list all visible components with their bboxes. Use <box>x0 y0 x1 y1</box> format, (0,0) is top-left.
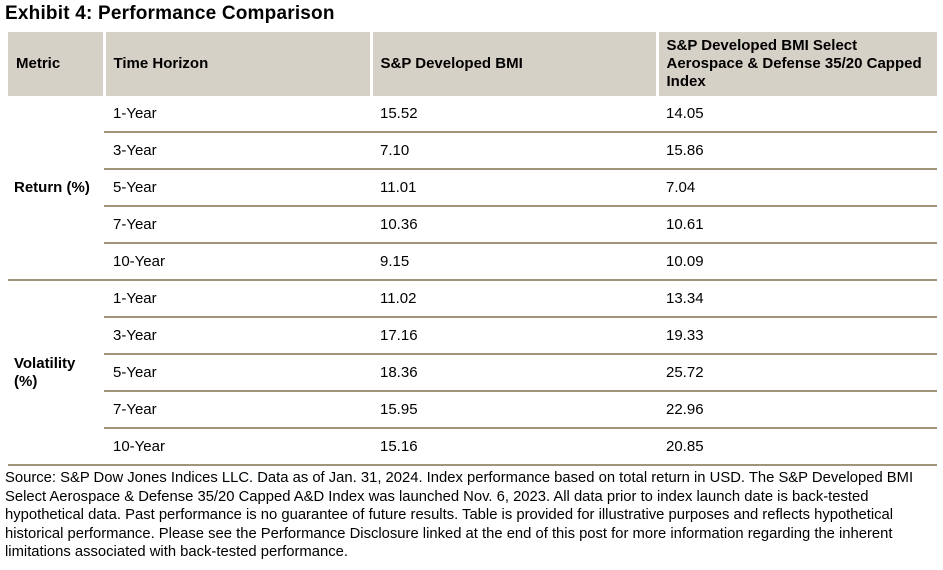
metric-cell-return: Return (%) <box>8 96 104 281</box>
footnote-line: and reflects hypothetical historical per… <box>5 507 894 542</box>
horizon-cell: 5-Year <box>104 169 371 207</box>
horizon-cell: 7-Year <box>104 206 371 244</box>
metric-cell-volatility: Volatility (%) <box>8 280 104 466</box>
table-row: 5-Year 11.01 7.04 <box>8 169 937 207</box>
select-value-cell: 10.09 <box>657 243 937 281</box>
bmi-value-cell: 15.95 <box>371 391 657 429</box>
horizon-cell: 3-Year <box>104 317 371 355</box>
table-row: Return (%) 1-Year 15.52 14.05 <box>8 96 937 281</box>
select-value-cell: 20.85 <box>657 428 937 466</box>
bmi-value-cell: 11.02 <box>371 280 657 318</box>
header-row: Metric Time Horizon S&P Developed BMI S&… <box>8 32 937 96</box>
select-value-cell: 25.72 <box>657 354 937 392</box>
source-footnote: Source: S&P Dow Jones Indices LLC. Data … <box>5 469 939 562</box>
bmi-value-cell: 11.01 <box>371 169 657 207</box>
bmi-value-cell: 10.36 <box>371 206 657 244</box>
select-value-cell: 13.34 <box>657 280 937 318</box>
horizon-cell: 10-Year <box>104 243 371 281</box>
exhibit-title: Exhibit 4: Performance Comparison <box>5 3 335 24</box>
footnote-line: Source: S&P Dow Jones Indices LLC. Data … <box>5 470 808 486</box>
select-value-cell: 10.61 <box>657 206 937 244</box>
header-metric: Metric <box>8 32 104 96</box>
bmi-value-cell: 15.16 <box>371 428 657 466</box>
horizon-cell: 1-Year <box>104 280 371 318</box>
footnote-line: information regarding the inherent limit… <box>5 525 893 561</box>
table-row: 3-Year 17.16 19.33 <box>8 317 937 355</box>
bmi-value-cell: 18.36 <box>371 354 657 392</box>
header-sp-select-index: S&P Developed BMI Select Aerospace & Def… <box>655 32 937 96</box>
bmi-value-cell: 15.52 <box>371 96 657 133</box>
footnote-line: Developed BMI Select Aerospace & Defense… <box>5 470 914 505</box>
performance-table: Metric Time Horizon S&P Developed BMI S&… <box>8 32 937 466</box>
footnote-line: date is back-tested hypothetical data. P… <box>5 488 869 524</box>
horizon-cell: 5-Year <box>104 354 371 392</box>
horizon-cell: 7-Year <box>104 391 371 429</box>
bmi-value-cell: 9.15 <box>371 243 657 281</box>
horizon-cell: 1-Year <box>104 96 371 133</box>
table-row: 7-Year 15.95 22.96 <box>8 391 937 429</box>
select-value-cell: 22.96 <box>657 391 937 429</box>
horizon-cell: 10-Year <box>104 428 371 466</box>
bmi-value-cell: 17.16 <box>371 317 657 355</box>
table-row: 10-Year 15.16 20.85 <box>8 428 937 466</box>
bmi-value-cell: 7.10 <box>371 132 657 170</box>
select-value-cell: 14.05 <box>657 96 937 133</box>
table-row: 10-Year 9.15 10.09 <box>8 243 937 281</box>
horizon-cell: 3-Year <box>104 132 371 170</box>
select-value-cell: 19.33 <box>657 317 937 355</box>
header-time-horizon: Time Horizon <box>102 32 371 96</box>
table-row: Volatility (%) 1-Year 11.02 13.34 <box>8 280 937 466</box>
select-value-cell: 7.04 <box>657 169 937 207</box>
select-value-cell: 15.86 <box>657 132 937 170</box>
header-sp-developed-bmi: S&P Developed BMI <box>369 32 657 96</box>
table-row: 7-Year 10.36 10.61 <box>8 206 937 244</box>
table-row: 3-Year 7.10 15.86 <box>8 132 937 170</box>
table-row: 5-Year 18.36 25.72 <box>8 354 937 392</box>
